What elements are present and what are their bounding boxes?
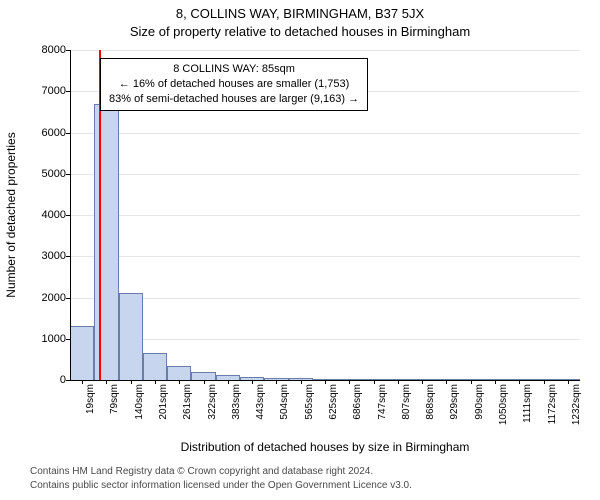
x-tick-label: 79sqm <box>109 384 120 434</box>
x-tick-mark <box>82 380 83 384</box>
x-tick-mark <box>374 380 375 384</box>
gridline <box>70 174 580 175</box>
y-tick-label: 4000 <box>26 209 66 221</box>
info-box-line1: 8 COLLINS WAY: 85sqm <box>109 62 359 77</box>
x-tick-label: 201sqm <box>158 384 169 434</box>
gridline <box>70 50 580 51</box>
x-tick-mark <box>471 380 472 384</box>
histogram-bar <box>167 366 191 380</box>
x-tick-label: 504sqm <box>279 384 290 434</box>
x-tick-mark <box>301 380 302 384</box>
x-tick-label: 625sqm <box>328 384 339 434</box>
x-tick-label: 140sqm <box>134 384 145 434</box>
x-tick-mark <box>398 380 399 384</box>
x-tick-mark <box>204 380 205 384</box>
histogram-bar <box>119 293 143 380</box>
y-axis-line <box>70 50 71 380</box>
y-tick-label: 2000 <box>26 292 66 304</box>
y-tick-label: 6000 <box>26 127 66 139</box>
x-tick-label: 443sqm <box>255 384 266 434</box>
y-tick-label: 7000 <box>26 85 66 97</box>
x-tick-label: 565sqm <box>304 384 315 434</box>
x-tick-mark <box>276 380 277 384</box>
x-tick-label: 868sqm <box>425 384 436 434</box>
x-tick-label: 1172sqm <box>547 384 558 434</box>
info-box: 8 COLLINS WAY: 85sqm ← 16% of detached h… <box>100 58 368 111</box>
x-tick-label: 1232sqm <box>571 384 582 434</box>
x-tick-mark <box>325 380 326 384</box>
x-tick-label: 1050sqm <box>498 384 509 434</box>
histogram-bar <box>94 104 118 380</box>
x-tick-label: 807sqm <box>401 384 412 434</box>
y-tick-label: 8000 <box>26 44 66 56</box>
y-tick-label: 0 <box>26 374 66 386</box>
x-tick-mark <box>179 380 180 384</box>
x-tick-label: 747sqm <box>377 384 388 434</box>
x-tick-label: 322sqm <box>207 384 218 434</box>
histogram-bar <box>143 353 167 380</box>
x-tick-mark <box>155 380 156 384</box>
y-tick-label: 1000 <box>26 333 66 345</box>
info-box-line3: 83% of semi-detached houses are larger (… <box>109 92 359 107</box>
y-tick-label: 3000 <box>26 250 66 262</box>
x-tick-label: 19sqm <box>85 384 96 434</box>
chart-container: 8, COLLINS WAY, BIRMINGHAM, B37 5JX Size… <box>0 0 600 500</box>
x-tick-mark <box>422 380 423 384</box>
info-box-line2: ← 16% of detached houses are smaller (1,… <box>109 77 359 92</box>
gridline <box>70 215 580 216</box>
x-tick-mark <box>131 380 132 384</box>
gridline <box>70 298 580 299</box>
x-tick-mark <box>252 380 253 384</box>
x-tick-mark <box>106 380 107 384</box>
x-tick-mark <box>519 380 520 384</box>
x-tick-label: 261sqm <box>182 384 193 434</box>
y-axis-label: Number of detached properties <box>4 50 18 380</box>
x-tick-mark <box>349 380 350 384</box>
x-tick-label: 990sqm <box>474 384 485 434</box>
footer-line1: Contains HM Land Registry data © Crown c… <box>30 466 373 477</box>
x-axis-label: Distribution of detached houses by size … <box>70 440 580 454</box>
x-tick-label: 929sqm <box>449 384 460 434</box>
gridline <box>70 133 580 134</box>
x-tick-mark <box>495 380 496 384</box>
y-tick-label: 5000 <box>26 168 66 180</box>
footer-line2: Contains public sector information licen… <box>30 480 412 491</box>
histogram-bar <box>70 326 94 380</box>
chart-title-address: 8, COLLINS WAY, BIRMINGHAM, B37 5JX <box>0 6 600 21</box>
gridline <box>70 256 580 257</box>
x-tick-label: 686sqm <box>352 384 363 434</box>
gridline <box>70 339 580 340</box>
x-tick-mark <box>568 380 569 384</box>
x-tick-mark <box>228 380 229 384</box>
x-tick-label: 1111sqm <box>522 384 533 434</box>
x-tick-mark <box>544 380 545 384</box>
x-tick-mark <box>446 380 447 384</box>
histogram-bar <box>191 372 215 380</box>
chart-title-description: Size of property relative to detached ho… <box>0 24 600 39</box>
plot-area: 01000200030004000500060007000800019sqm79… <box>70 50 580 380</box>
x-tick-label: 383sqm <box>231 384 242 434</box>
